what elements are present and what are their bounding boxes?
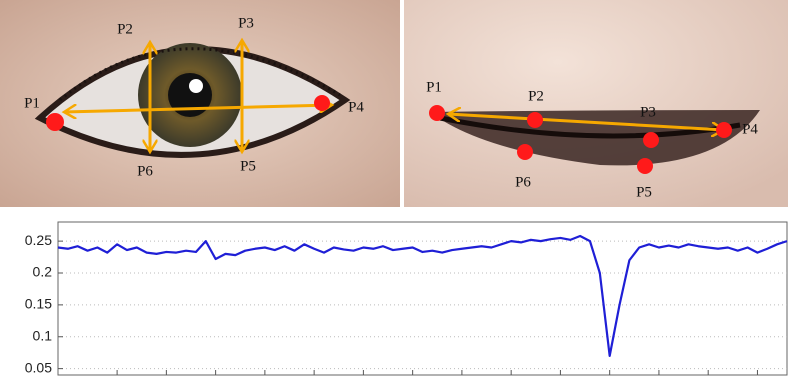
y-tick-label: 0.05 [25,359,52,375]
page: {"photos": [ {"labels": ["P1", "P2", "P3… [0,0,788,380]
landmark-label: P5 [240,158,256,174]
landmark-label: P6 [137,163,153,179]
landmark-label: P1 [24,95,40,111]
y-tick-label: 0.25 [25,232,52,248]
closed-eye-photo: P1 P2 P3 P4 P5 P6 [404,0,788,207]
y-tick-label: 0.1 [33,327,53,343]
landmark-label: P5 [636,184,652,200]
plot-frame [58,222,787,375]
landmark-label: P2 [117,21,133,37]
figure: P1 P2 P3 P4 P5 P6 P1 P2 P3 P4 P5 P6 0.05… [0,0,788,380]
y-tick-label: 0.2 [33,264,53,280]
landmark-label: P4 [348,99,364,115]
y-tick-label: 0.15 [25,296,52,312]
landmark-label: P1 [426,79,442,95]
landmark-label: P3 [640,104,656,120]
chart: 0.05 0.1 0.15 0.2 0.25 [25,222,787,375]
landmark-label: P3 [238,15,254,31]
landmark-label: P6 [515,174,531,190]
open-eye-photo: P1 P2 P3 P4 P5 P6 [0,0,400,207]
landmark-label: P2 [528,88,544,104]
landmark-label: P4 [742,121,758,137]
